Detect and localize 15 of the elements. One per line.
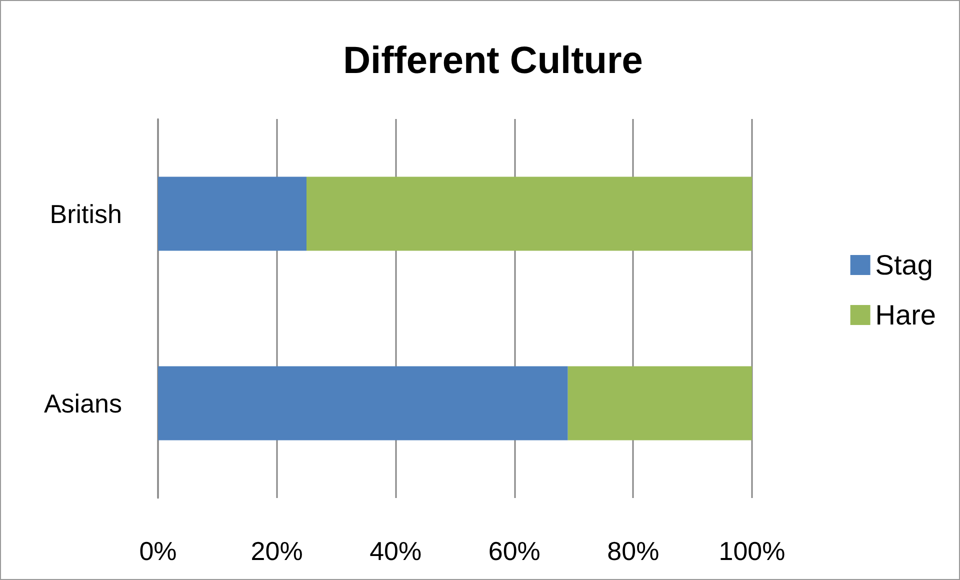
legend-label: Stag: [875, 250, 933, 280]
bar: [306, 176, 752, 251]
bar: [568, 366, 752, 440]
legend-label: Hare: [875, 300, 936, 330]
y-tick-label: Asians: [44, 388, 122, 418]
chart-title: Different Culture: [343, 40, 643, 82]
x-tick-label: 0%: [139, 536, 177, 566]
x-tick-label: 100%: [718, 536, 786, 566]
x-tick-label: 80%: [607, 536, 660, 566]
y-tick-label: British: [50, 198, 122, 229]
x-tick-label: 40%: [370, 536, 422, 566]
x-tick-label: 60%: [488, 536, 540, 566]
x-tick-label: 20%: [250, 536, 303, 566]
bar: [158, 176, 306, 251]
bar: [158, 366, 568, 440]
